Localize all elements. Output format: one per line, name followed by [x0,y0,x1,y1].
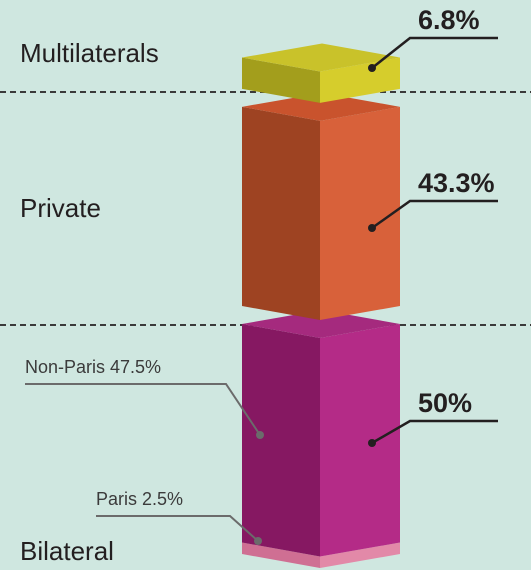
block-right-face [320,324,400,557]
leader-line [371,199,498,230]
block-right-face [320,57,400,103]
split-dot [254,537,262,545]
block-left-face [242,542,320,568]
leader-line [371,419,498,445]
block-left-face [242,57,320,103]
leader-dot [368,439,376,447]
block-left-face [242,106,320,320]
split-leader [25,383,261,436]
split-leader [96,515,259,542]
leader-dot [368,64,376,72]
category-label: Private [20,193,101,223]
split-dot [256,431,264,439]
leader-line [371,36,498,69]
block-right-face [320,542,400,568]
block-top-face [242,43,400,72]
block-left-face [242,324,320,557]
value-label: 43.3% [418,168,495,198]
value-label: 6.8% [418,5,480,35]
category-label: Multilaterals [20,38,159,68]
value-label: 50% [418,388,472,418]
category-label: Bilateral [20,536,114,566]
block-top-face [242,92,400,121]
block-top-face [242,310,400,338]
leader-dot [368,224,376,232]
block-right-face [320,106,400,320]
split-label: Non-Paris 47.5% [25,357,161,377]
split-label: Paris 2.5% [96,489,183,509]
